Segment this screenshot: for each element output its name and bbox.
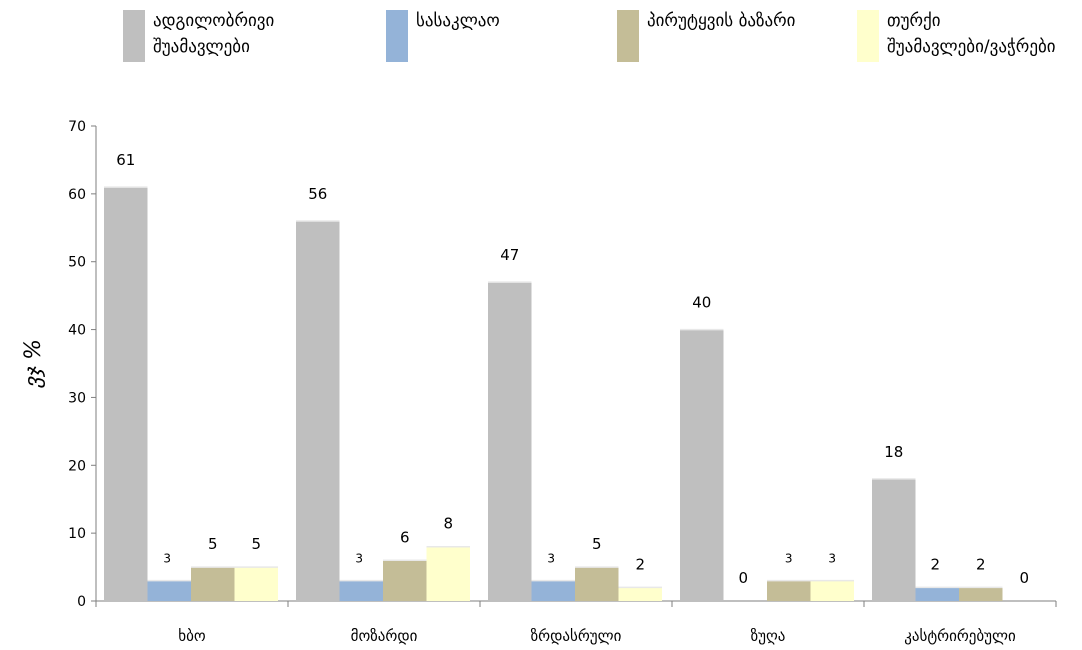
y-tick-label: 30 [68, 390, 86, 406]
y-tick-label: 0 [77, 594, 86, 610]
bar [680, 329, 724, 601]
legend-label: პირუტყვის ბაზარი [647, 11, 796, 31]
legend-label: თურქი შუამავლები/ვაჭრები [887, 11, 1056, 57]
bar [575, 567, 619, 601]
data-label: 61 [116, 151, 135, 169]
x-tick-label: მოზარდი [351, 627, 418, 645]
bar [531, 580, 575, 601]
bar [234, 567, 278, 601]
x-tick-label: ზუღა [751, 627, 786, 645]
data-label: 0 [738, 569, 748, 587]
x-tick-label: ხბო [178, 627, 206, 645]
data-label: 2 [635, 555, 645, 573]
legend-swatch [617, 10, 639, 62]
bar [296, 221, 340, 601]
x-tick-label: კასტრირებული [904, 627, 1016, 645]
bar [383, 560, 427, 601]
legend-swatch [386, 10, 408, 62]
y-tick-label: 60 [68, 187, 86, 203]
legend-swatch [123, 10, 145, 62]
legend-label: სასაკლაო [416, 11, 500, 31]
data-label: 3 [785, 552, 793, 566]
data-label: 2 [976, 555, 986, 573]
data-label: 56 [308, 185, 327, 203]
y-axis-title: ვჯ % [21, 339, 46, 389]
y-tick-label: 50 [68, 255, 86, 271]
bar [191, 567, 235, 601]
data-label: 3 [828, 552, 836, 566]
bar [915, 587, 959, 601]
y-tick-label: 10 [68, 526, 86, 542]
bar [959, 587, 1003, 601]
legend-item: თურქი შუამავლები/ვაჭრები [857, 8, 1056, 62]
data-label: 18 [884, 443, 903, 461]
bar [339, 580, 383, 601]
data-label: 3 [355, 552, 363, 566]
bar [488, 282, 532, 601]
bar [147, 580, 191, 601]
data-label: 5 [208, 535, 218, 553]
legend-item: სასაკლაო [386, 8, 500, 62]
legend-item: ადგილობრივი შუამავლები [123, 8, 274, 62]
bar [767, 580, 811, 601]
y-tick-label: 40 [68, 323, 86, 339]
data-label: 6 [400, 528, 410, 546]
bar [872, 478, 916, 601]
legend-label: ადგილობრივი შუამავლები [153, 11, 275, 57]
data-label: 47 [500, 246, 519, 264]
y-tick-label: 20 [68, 458, 86, 474]
bar [810, 580, 854, 601]
data-label: 5 [251, 535, 261, 553]
bar [426, 546, 470, 601]
data-label: 2 [930, 555, 940, 573]
bar [618, 587, 662, 601]
data-label: 40 [692, 294, 711, 312]
legend-item: პირუტყვის ბაზარი [617, 8, 795, 62]
data-label: 5 [592, 535, 602, 553]
data-label: 3 [163, 552, 171, 566]
x-tick-label: ზრდასრული [531, 627, 622, 645]
data-label: 3 [547, 552, 555, 566]
legend-swatch [857, 10, 879, 62]
y-tick-label: 70 [68, 119, 86, 135]
bar [104, 187, 148, 602]
data-label: 8 [443, 515, 453, 533]
data-label: 0 [1019, 569, 1029, 587]
